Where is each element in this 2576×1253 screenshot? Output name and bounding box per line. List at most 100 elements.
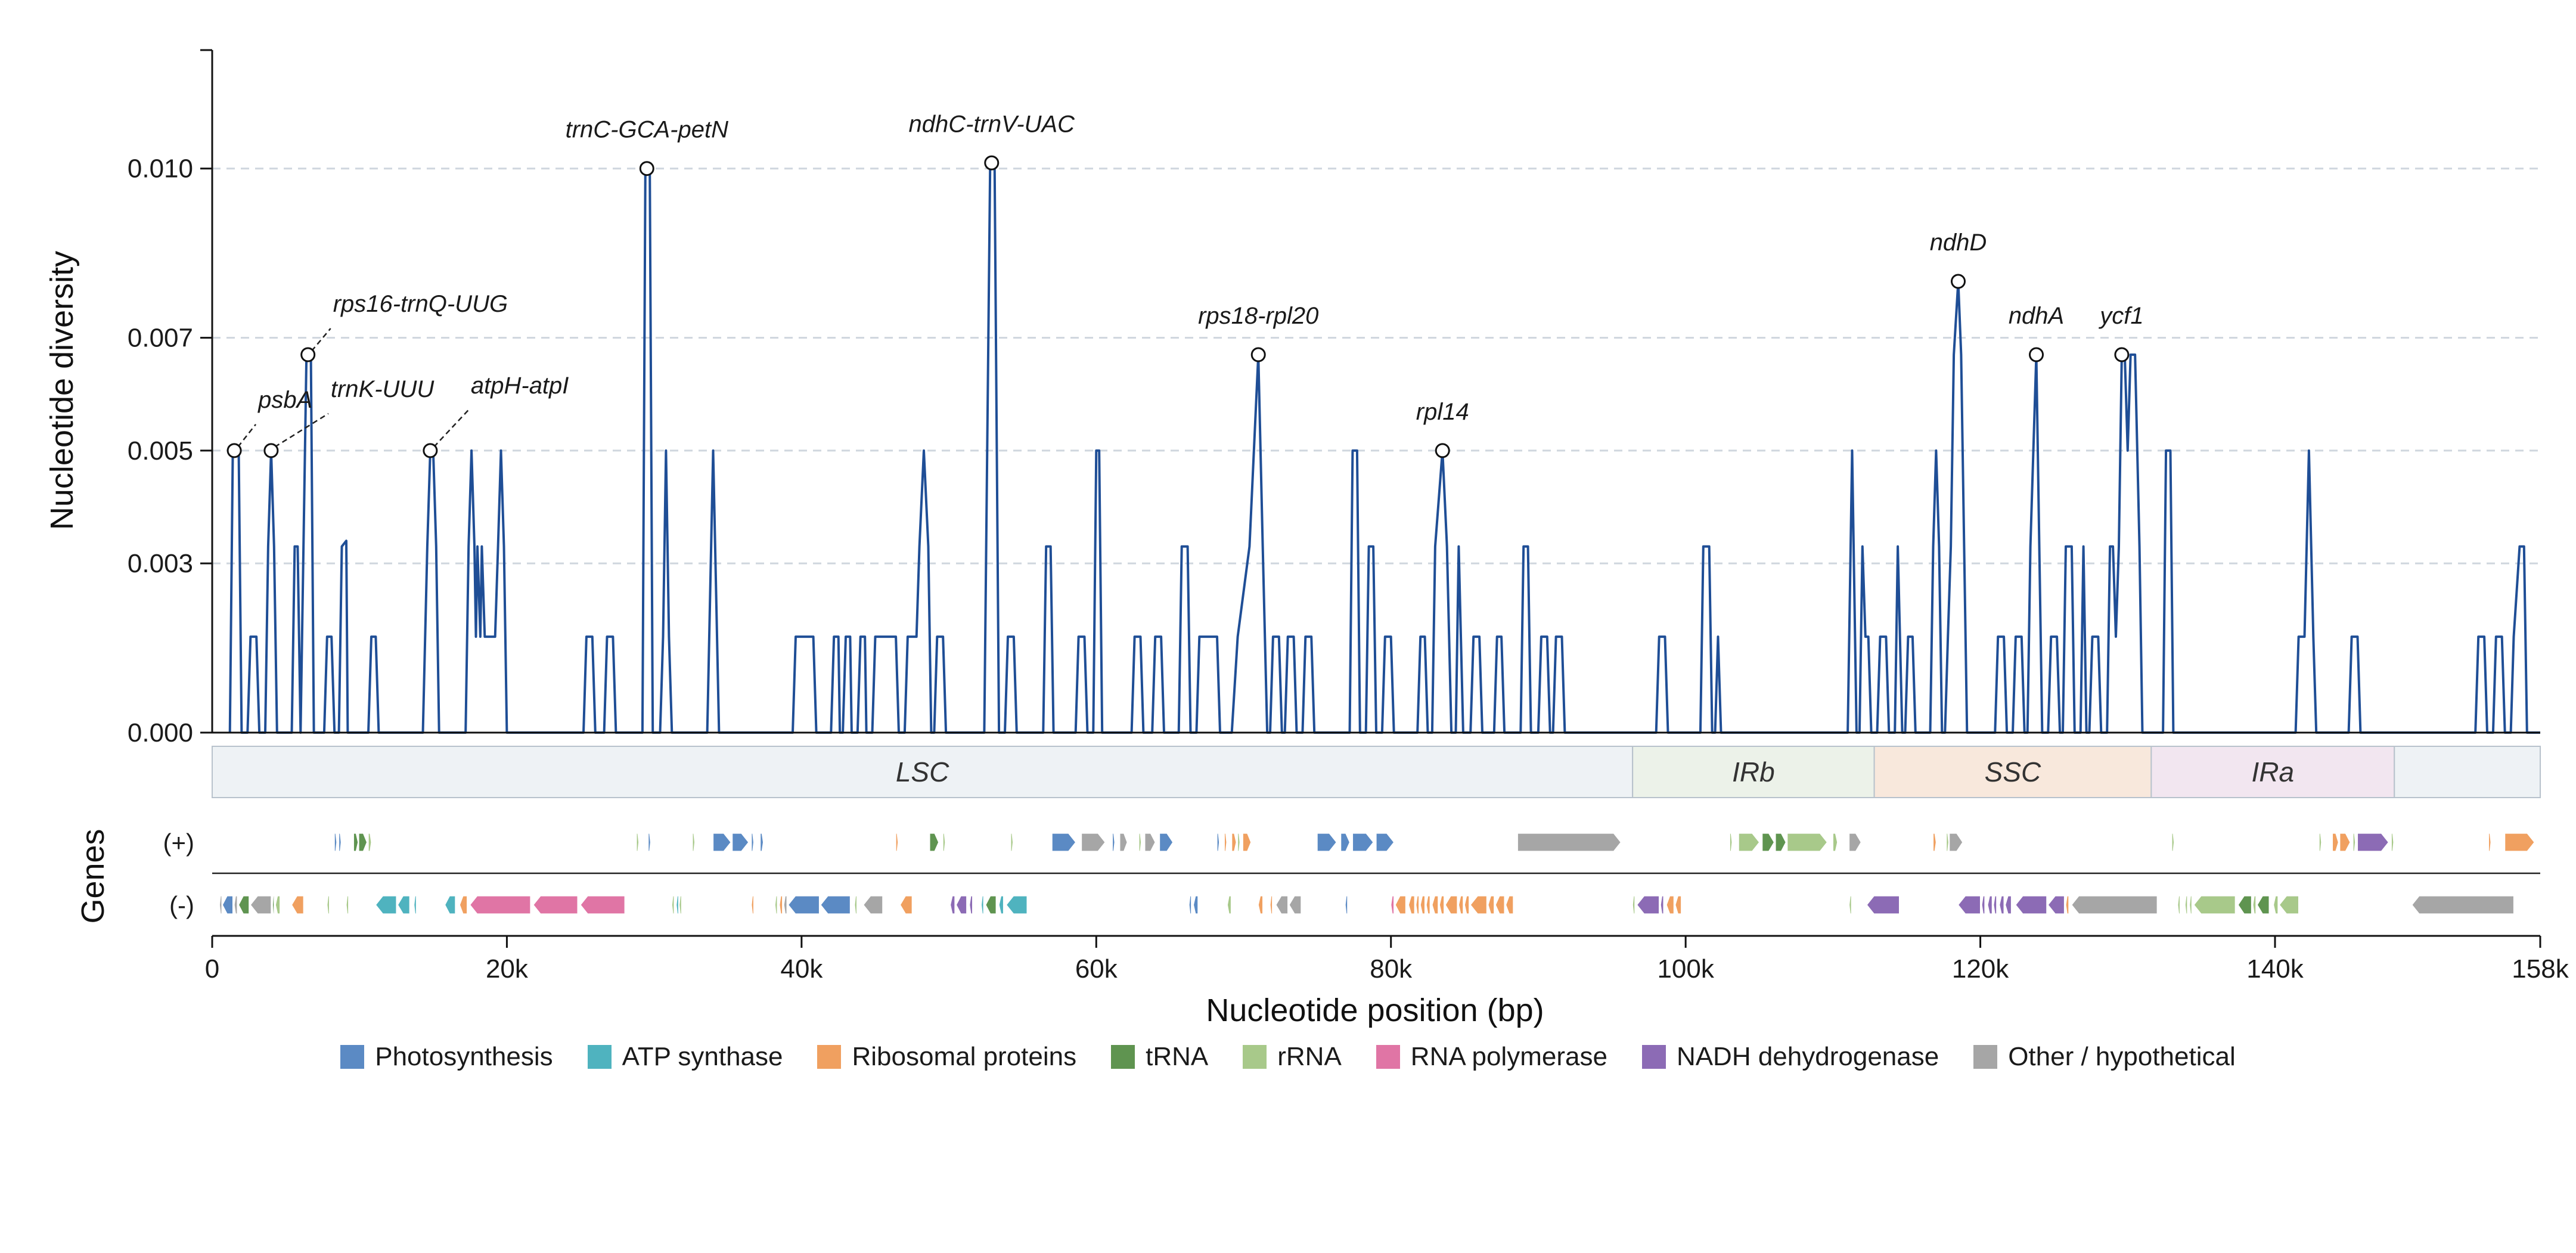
legend-label: RNA polymerase [1410, 1042, 1607, 1071]
gene-minus [676, 895, 679, 914]
gene-plus [1159, 833, 1174, 852]
region-block [1873, 746, 2152, 798]
gene-plus [2488, 833, 2491, 852]
gene-minus [459, 895, 468, 914]
x-tick-label: 20k [486, 954, 529, 984]
y-tick-label: 0.010 [128, 154, 193, 184]
gene-minus [2004, 895, 2012, 914]
gene-plus [353, 833, 359, 852]
gene-plus [1376, 833, 1395, 852]
legend-item: NADH dehydrogenase [1641, 1042, 1939, 1072]
gene-plus [929, 833, 939, 852]
gene-minus [1391, 895, 1395, 914]
gene-plus [1010, 833, 1014, 852]
x-tick-label: 80k [1370, 954, 1413, 984]
peak-label: psbA [257, 387, 312, 413]
legend-swatch [817, 1045, 842, 1069]
minus-strand-label: (-) [169, 891, 194, 919]
gene-minus [1275, 895, 1289, 914]
gene-plus [2319, 833, 2322, 852]
gene-plus [1775, 833, 1786, 852]
axis-layer: 0.000 0.003 0.005 0.007 0.010 [128, 49, 2540, 748]
gene-plus [2357, 833, 2389, 852]
line-layer [228, 162, 2540, 734]
x-tick-label: 40k [780, 954, 823, 984]
gene-plus [1138, 833, 1142, 852]
peak-marker [263, 443, 279, 458]
gene-minus [1632, 895, 1635, 914]
gene-plus [1949, 833, 1963, 852]
peak-label: rps16-trnQ-UUG [333, 291, 508, 317]
gene-plus [942, 833, 946, 852]
region-label: IRa [2252, 756, 2295, 787]
gene-minus [1993, 895, 1997, 914]
gene-plus [1832, 833, 1838, 852]
gene-minus [1464, 895, 1470, 914]
region-label: SSC [1985, 756, 2041, 787]
gene-minus [1981, 895, 1985, 914]
peak-marker [984, 155, 1000, 170]
gene-layer [212, 833, 2540, 914]
gene-plus [636, 833, 640, 852]
gene-minus [955, 895, 967, 914]
gene-minus [2252, 895, 2257, 914]
gene-plus [760, 833, 764, 852]
gene-plus [1112, 833, 1115, 852]
gene-minus [375, 895, 397, 914]
region-block [212, 746, 1634, 798]
gene-minus [1439, 895, 1445, 914]
peak-label: ndhC-trnV-UAC [908, 111, 1075, 137]
gene-plus [1081, 833, 1106, 852]
gene-plus [1340, 833, 1351, 852]
x-axis-layer: 0 20k 40k 60k 80k 100k 120k 140k 158k [205, 935, 2569, 984]
y-axis-title: Nucleotide diversity [44, 251, 80, 530]
gene-plus [368, 833, 372, 852]
gene-minus [787, 895, 820, 914]
gene-minus [1289, 895, 1302, 914]
peak-leader-line [311, 328, 331, 352]
gene-minus [2184, 895, 2188, 914]
gene-minus [862, 895, 883, 914]
legend-swatch [587, 1045, 612, 1069]
gene-minus [2189, 895, 2192, 914]
gene-minus [1420, 895, 1426, 914]
x-tick-label: 120k [1952, 954, 2009, 984]
gene-minus [2047, 895, 2065, 914]
gene-plus [1119, 833, 1128, 852]
gene-minus [2071, 895, 2158, 914]
gene-minus [1458, 895, 1464, 914]
gene-plus [712, 833, 731, 852]
x-axis-title: Nucleotide position (bp) [1206, 993, 1544, 1028]
peak-marker [226, 443, 242, 458]
gene-plus [2171, 833, 2175, 852]
gene-plus [1216, 833, 1220, 852]
gene-plus [2504, 833, 2535, 852]
peak-label: ndhD [1930, 229, 1987, 256]
grid-layer [212, 168, 2540, 565]
legend-swatch [1376, 1045, 1400, 1069]
legend: Photosynthesis ATP synthase Ribosomal prot… [0, 1036, 2576, 1078]
gene-minus [774, 895, 778, 914]
gene-minus [1957, 895, 1981, 914]
gene-plus [1738, 833, 1760, 852]
gene-minus [1505, 895, 1514, 914]
peak-leader-line [237, 424, 257, 448]
gene-minus [2257, 895, 2270, 914]
gene-minus [1416, 895, 1420, 914]
peak-marker [1435, 443, 1450, 458]
gene-plus [895, 833, 899, 852]
gene-minus [1675, 895, 1682, 914]
legend-label: ATP synthase [622, 1042, 783, 1071]
gene-minus [291, 895, 304, 914]
gene-minus [854, 895, 858, 914]
legend-label: tRNA [1146, 1042, 1209, 1071]
gene-plus [692, 833, 696, 852]
gene-minus [779, 895, 783, 914]
gene-minus [671, 895, 675, 914]
gene-minus [327, 895, 330, 914]
x-tick-label: 140k [2246, 954, 2304, 984]
gene-plus [1242, 833, 1252, 852]
peak-marker [639, 161, 654, 176]
region-block [2394, 746, 2541, 798]
